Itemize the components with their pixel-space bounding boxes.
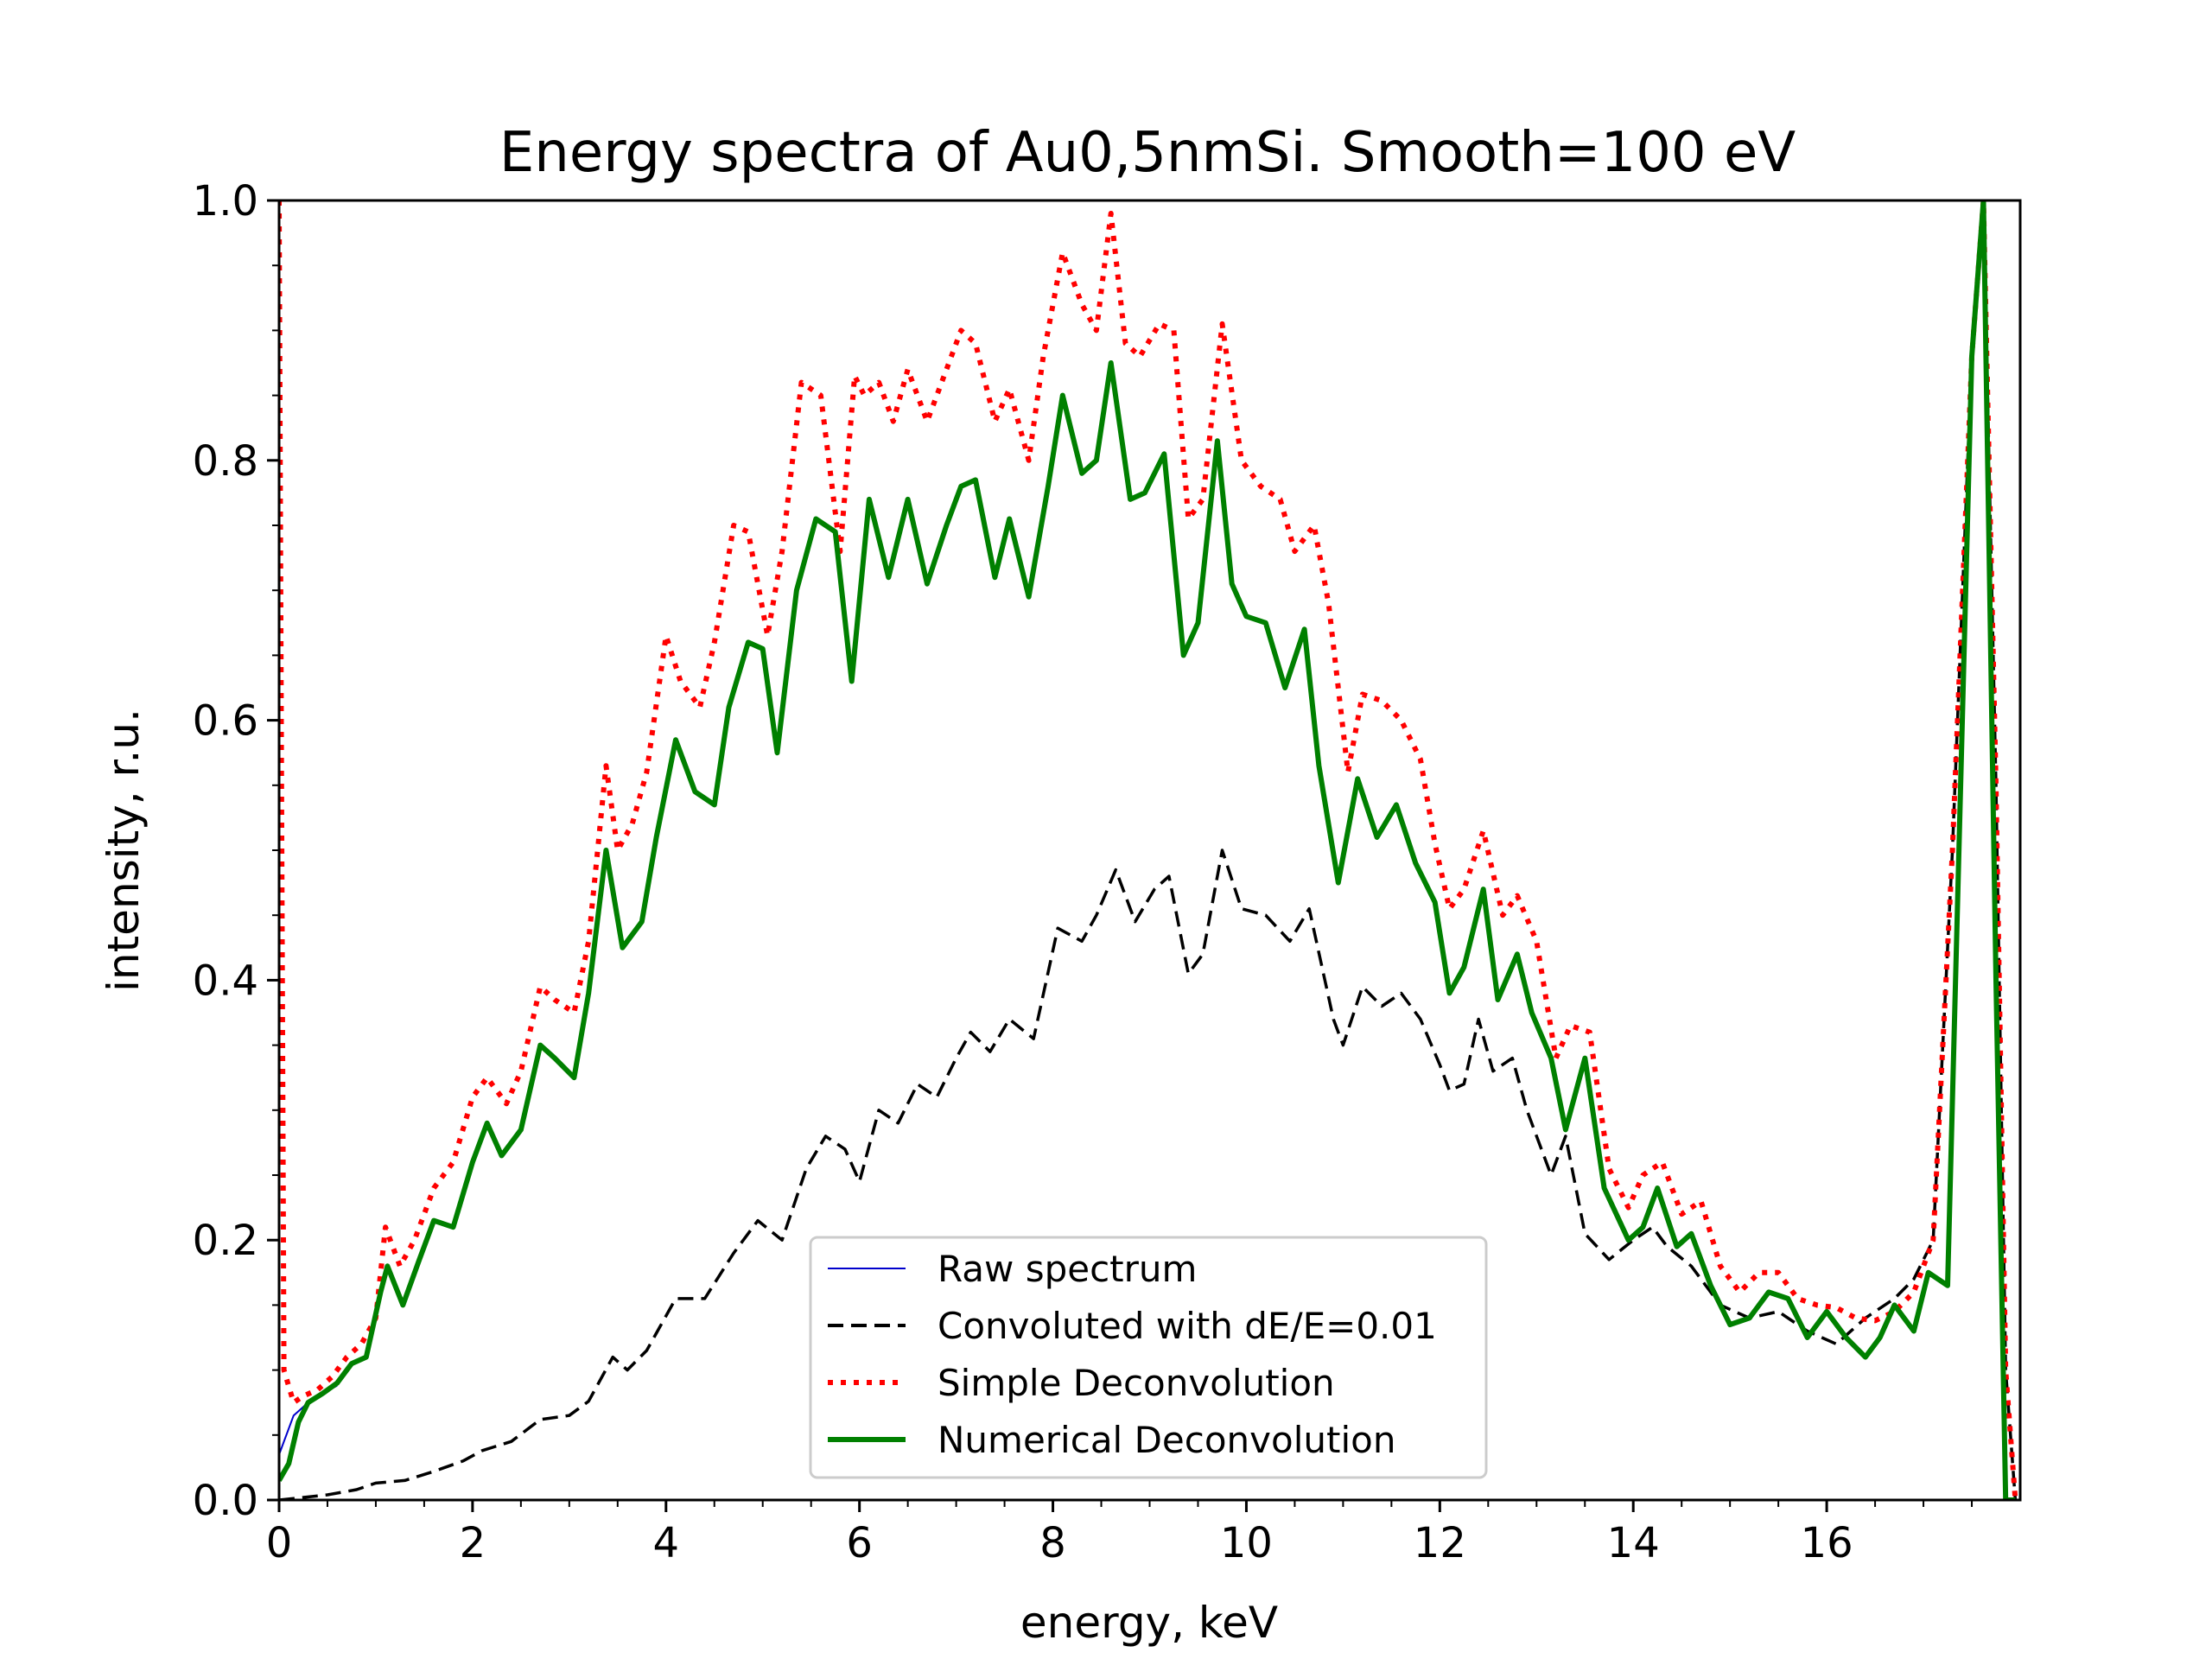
y-tick-label: 0.6 [193,697,258,746]
x-tick-label: 8 [1039,1519,1066,1567]
y-axis-label: intensity, r.u. [99,709,149,992]
x-tick-label: 10 [1220,1519,1273,1567]
series-convoluted [279,200,2018,1500]
x-tick-label: 6 [846,1519,873,1567]
chart-title: Energy spectra of Au0,5nmSi. Smooth=100 … [499,121,1796,185]
legend-label-simple: Simple Deconvolution [938,1362,1335,1404]
x-tick-label: 4 [653,1519,680,1567]
x-tick-label: 14 [1607,1519,1660,1567]
y-tick-label: 0.0 [193,1477,258,1525]
series-numerical-deconvolution [279,200,2016,1500]
legend-label-raw: Raw spectrum [938,1248,1197,1290]
x-tick-label: 12 [1414,1519,1466,1567]
x-tick-label: 16 [1801,1519,1853,1567]
legend-label-numerical: Numerical Deconvolution [938,1419,1395,1461]
y-tick-label: 0.8 [193,437,258,486]
y-tick-label: 0.4 [193,957,258,1005]
x-tick-label: 0 [266,1519,293,1567]
x-tick-label: 2 [460,1519,486,1567]
legend: Raw spectrum Convoluted with dE/E=0.01 S… [809,1236,1488,1479]
legend-box [809,1236,1488,1479]
x-axis-label: energy, keV [1020,1598,1278,1648]
y-tick-label: 0.2 [193,1217,258,1265]
y-tick-label: 1.0 [193,177,258,226]
legend-label-convoluted: Convoluted with dE/E=0.01 [938,1305,1437,1347]
series-simple-deconvolution [279,200,2018,1500]
